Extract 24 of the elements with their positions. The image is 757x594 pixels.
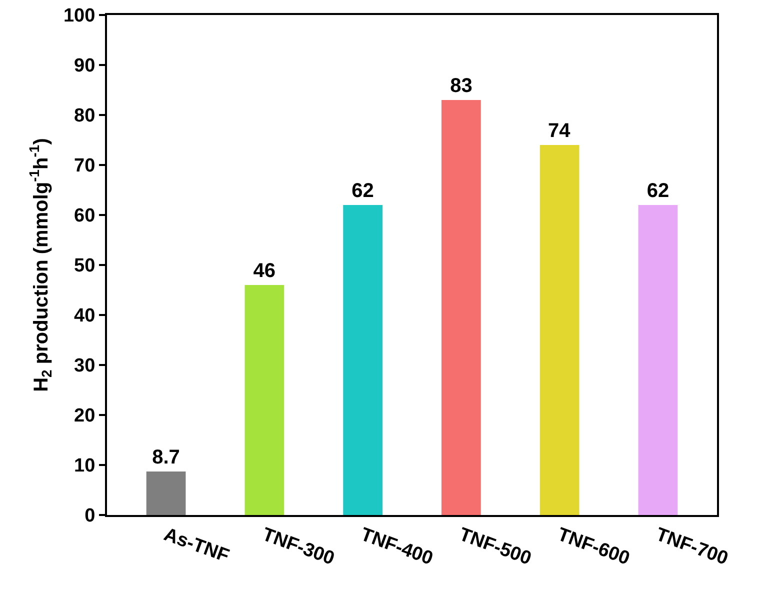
bar — [343, 205, 382, 515]
y-tick-label: 40 — [74, 306, 96, 327]
y-tick-label: 70 — [74, 156, 96, 177]
data-label: 74 — [548, 120, 572, 142]
data-label: 8.7 — [152, 446, 180, 468]
bar — [146, 472, 186, 515]
bar — [244, 285, 284, 515]
y-tick-label: 0 — [84, 506, 96, 527]
data-label: 62 — [352, 180, 374, 202]
x-tick-label: As-TNF — [161, 524, 232, 568]
y-tick-label: 30 — [74, 356, 96, 377]
y-tick-label: 10 — [74, 456, 96, 477]
data-label: 83 — [450, 75, 472, 97]
y-tick-label: 80 — [74, 106, 96, 127]
y-tick-label: 90 — [74, 56, 96, 77]
bar — [442, 100, 481, 515]
bar — [540, 145, 580, 515]
bar — [638, 205, 678, 515]
y-tick-label: 60 — [74, 206, 96, 227]
data-label: 46 — [253, 260, 276, 282]
y-tick-label: 50 — [74, 256, 96, 277]
y-tick-label: 20 — [74, 406, 96, 427]
y-tick-label: 100 — [63, 6, 96, 27]
data-label: 62 — [646, 180, 670, 202]
